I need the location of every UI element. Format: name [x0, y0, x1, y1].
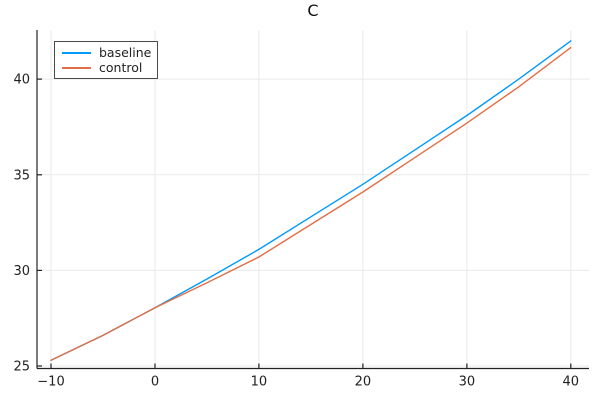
- legend: baseline control: [54, 41, 158, 79]
- legend-line-sample-control: [62, 66, 91, 69]
- svg-text:25: 25: [13, 360, 30, 375]
- svg-text:30: 30: [13, 264, 30, 279]
- legend-entry-control: control: [62, 60, 151, 75]
- svg-text:30: 30: [459, 375, 476, 390]
- svg-text:0: 0: [151, 375, 159, 390]
- legend-label-control: control: [99, 60, 143, 75]
- legend-label-baseline: baseline: [99, 45, 152, 60]
- svg-text:−10: −10: [37, 375, 64, 390]
- svg-text:35: 35: [13, 168, 30, 183]
- legend-line-sample-baseline: [62, 51, 91, 54]
- svg-text:10: 10: [251, 375, 268, 390]
- chart-title: C: [307, 1, 319, 20]
- svg-text:40: 40: [563, 375, 580, 390]
- svg-text:40: 40: [13, 73, 30, 88]
- legend-entry-baseline: baseline: [62, 45, 151, 60]
- svg-text:20: 20: [355, 375, 372, 390]
